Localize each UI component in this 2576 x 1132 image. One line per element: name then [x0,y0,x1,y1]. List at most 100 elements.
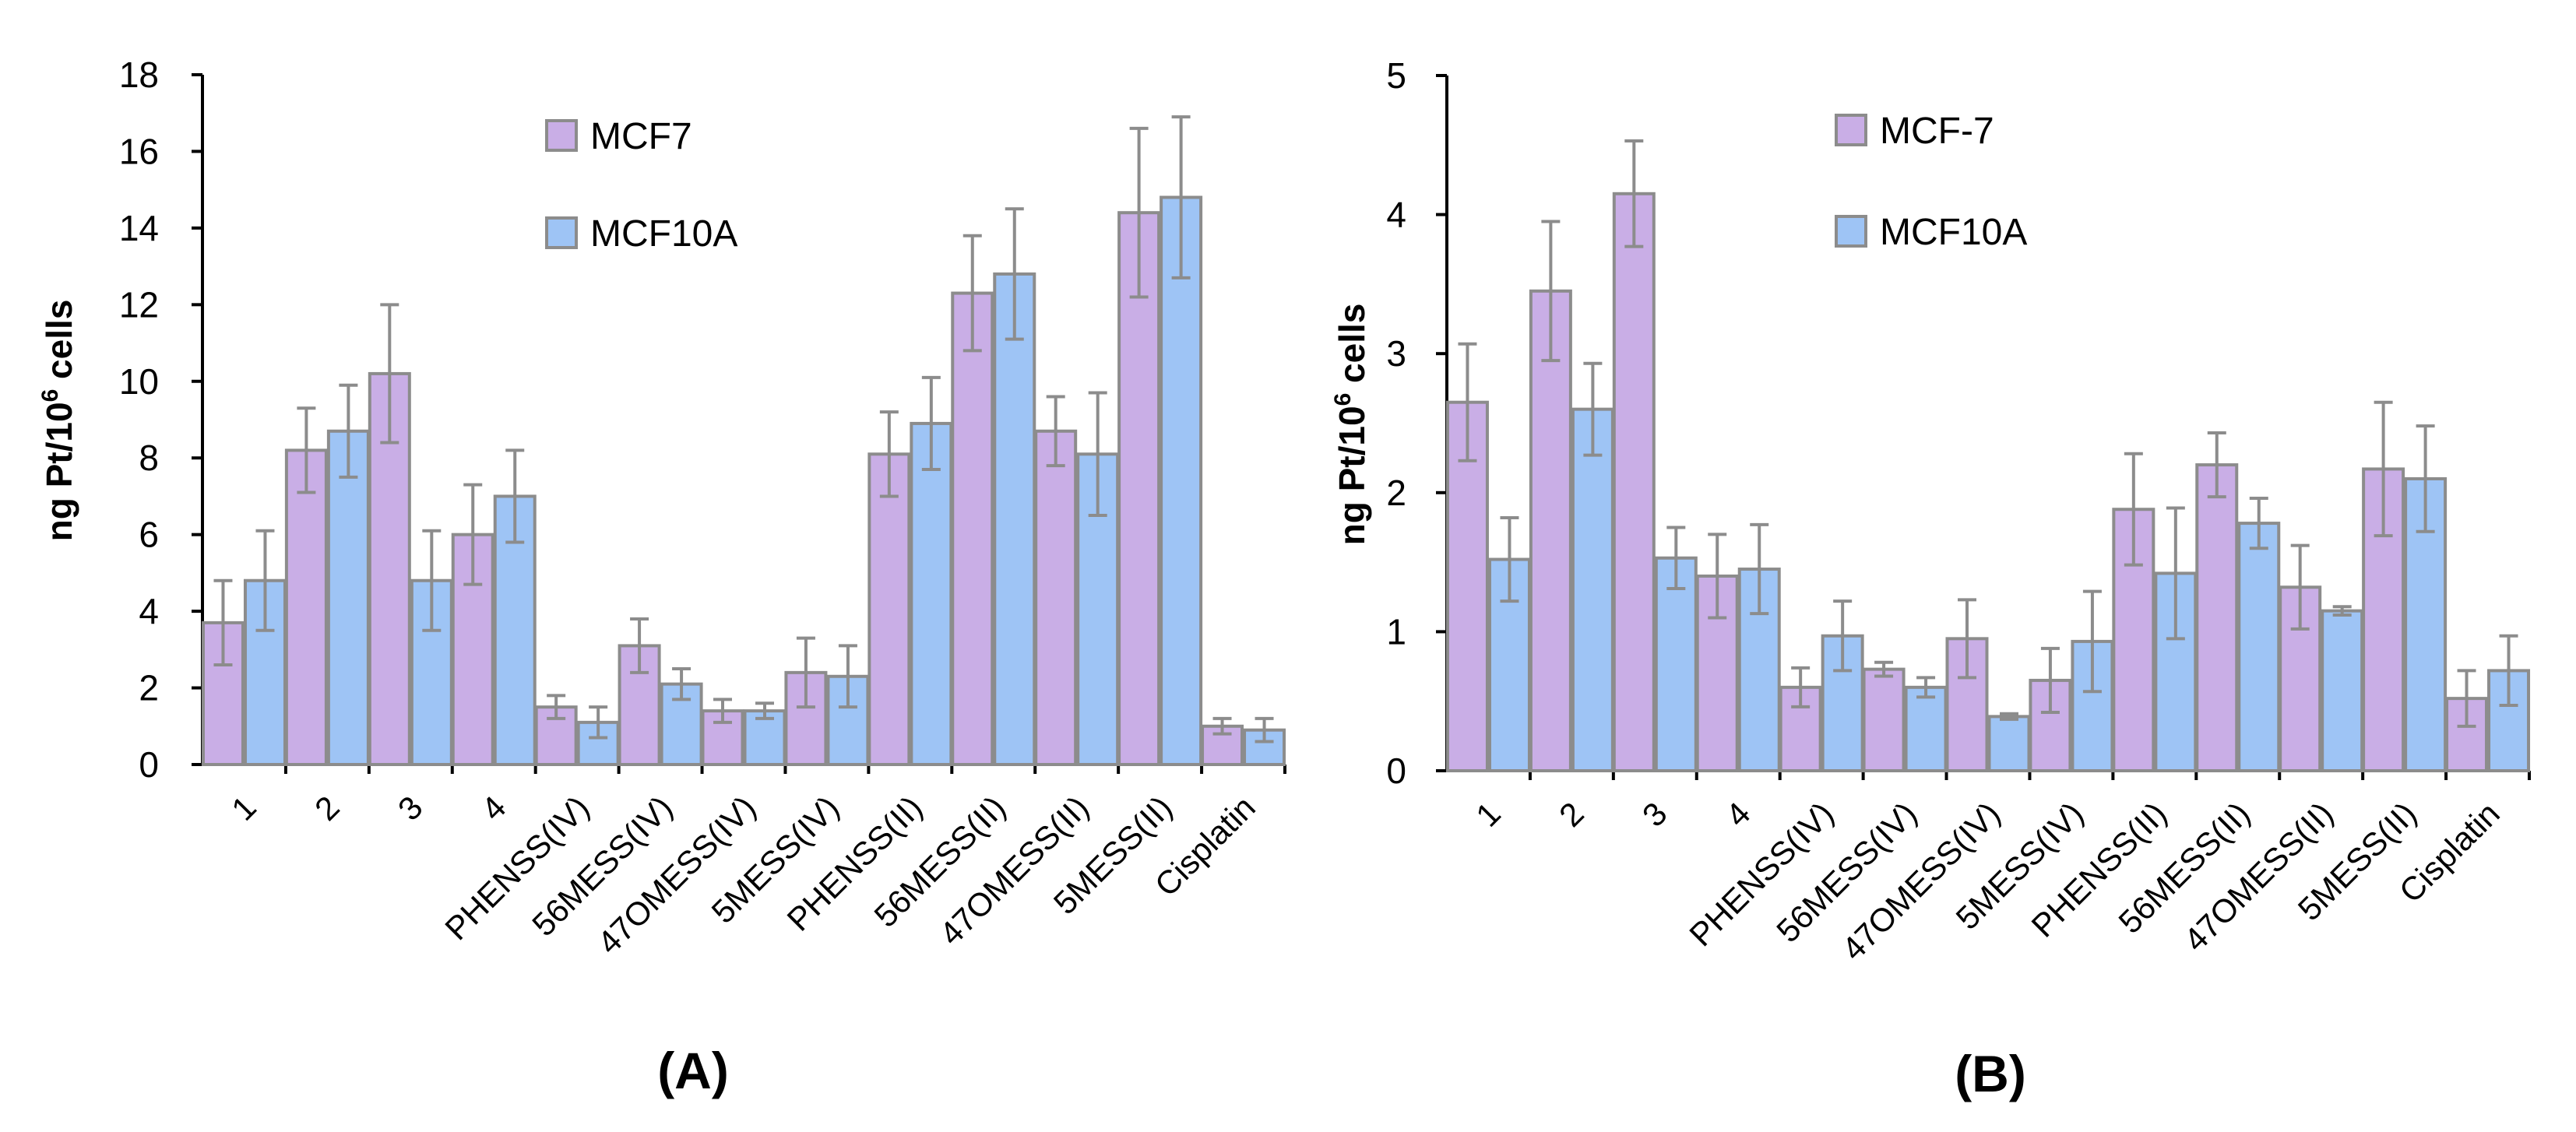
bar-series2 [326,429,370,766]
error-bar [1791,666,1811,708]
error-bar [713,698,732,724]
error-bar [1088,391,1107,518]
panel-label: (A) [657,1042,729,1099]
y-tick-label: 4 [139,591,159,631]
error-bar [1171,115,1191,279]
error-bar [1458,342,1477,462]
legend-swatch-series1 [545,119,578,152]
y-tick-label: 1 [1386,611,1406,652]
y-axis-title-suffix: cells [39,300,79,389]
error-bar [463,483,483,586]
error-bar [255,529,275,632]
error-bar [1129,126,1149,299]
bar-series2 [1571,407,1614,772]
error-bar [921,375,941,471]
bar-series2 [2237,522,2281,772]
error-bar [1874,660,1894,678]
bar-series1 [284,448,328,767]
x-tick-label: PHENSS(IV) [438,789,596,947]
x-tick-label: 2 [308,789,347,828]
bar-series2 [1987,715,2031,773]
x-tick-label: 2 [1552,795,1591,834]
x-tick-label: 1 [224,789,263,828]
error-bar [2374,400,2393,538]
error-bar [589,705,608,740]
error-bar [1046,395,1065,468]
error-bar [2166,506,2185,641]
error-bar [1958,598,1976,680]
legend-swatch-series1 [1835,114,1867,146]
bar-series1 [1201,724,1244,766]
error-bar [547,694,566,720]
bar-series1 [867,452,911,766]
y-tick-label: 0 [1386,751,1406,791]
error-bar [297,406,316,494]
error-bar [2290,543,2310,631]
error-bar [2416,424,2435,533]
error-bar [1750,522,1769,616]
x-tick-label: 1 [1469,795,1508,834]
legend-label-series2: MCF10A [590,213,737,255]
bar-series1 [1862,667,1906,773]
y-axis-title-main: ng Pt/10 [39,402,79,541]
error-bar [755,701,774,720]
y-tick-label: 10 [119,361,159,402]
x-tick-label: PHENSS(IV) [1682,795,1840,953]
y-axis-title: ng Pt/106 cells [1330,304,1372,546]
x-tick-label: 3 [1635,795,1674,834]
y-axis-title-sup: 6 [37,389,63,403]
error-bar [2332,605,2352,617]
error-bar [2207,431,2226,499]
x-tick-label: 4 [474,789,513,828]
bar-series1 [1529,289,1572,772]
panel-label: (B) [1955,1045,2026,1102]
error-bar [1708,533,1727,620]
error-bar [380,303,399,445]
y-tick-label: 6 [139,515,159,555]
y-tick-label: 0 [139,744,159,785]
error-bar [672,666,692,701]
bar-series1 [951,291,994,767]
bar-series2 [2404,476,2448,772]
legend-label-series2: MCF10A [1880,212,2027,253]
error-bar [879,410,899,498]
x-tick-label: 4 [1719,795,1758,834]
error-bar [2499,634,2518,708]
legend-swatch-series2 [545,216,578,249]
y-tick-label: 16 [119,131,159,171]
bar-series2 [1904,685,1948,773]
bar-series1 [201,620,245,767]
error-bar [630,617,649,674]
error-bar [2249,496,2268,550]
legend-label-series1: MCF-7 [1880,111,1994,152]
bar-series1 [2362,467,2405,772]
y-tick-label: 3 [1386,333,1406,374]
error-bar [1624,139,1644,248]
error-bar [339,383,358,479]
error-bar [1666,526,1686,591]
y-axis-title: ng Pt/106 cells [37,300,79,542]
error-bar [2457,669,2476,728]
error-bar [1005,207,1024,341]
legend-swatch-series2 [1835,215,1867,248]
y-tick-label: 14 [119,208,159,248]
error-bar [838,644,857,709]
y-tick-label: 12 [119,284,159,325]
bar-series1 [2195,463,2239,773]
bar-series2 [1160,195,1203,766]
bar-series1 [1612,192,1656,772]
error-bar [2082,589,2102,694]
error-bar [1500,515,1519,603]
legend-label-series1: MCF7 [590,116,692,157]
y-axis-title-main: ng Pt/10 [1332,406,1372,545]
error-bar [796,636,815,709]
y-tick-label: 5 [1386,55,1406,96]
error-bar [1541,220,1561,363]
y-tick-label: 2 [1386,473,1406,513]
y-tick-label: 2 [139,668,159,708]
y-tick-label: 4 [1386,195,1406,235]
error-bar [1583,361,1603,457]
